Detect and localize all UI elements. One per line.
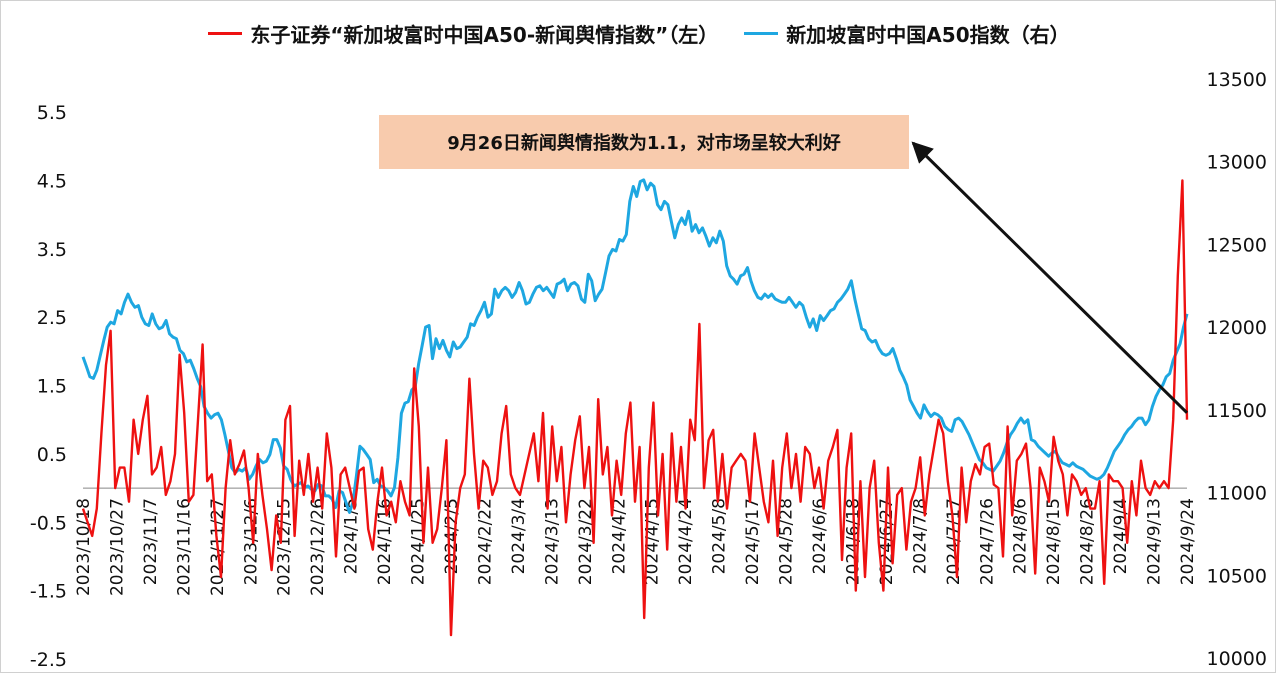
x-tick-label: 2024/9/24: [1178, 498, 1198, 585]
y-right-tick-label: 11000: [1207, 483, 1267, 505]
legend-swatch-index: [744, 32, 779, 35]
y-right-tick-label: 12500: [1207, 234, 1267, 256]
x-tick-label: 2024/7/26: [977, 498, 997, 585]
x-tick-label: 2023/12/6: [241, 498, 261, 585]
x-tick-label: 2024/3/13: [542, 498, 562, 585]
x-tick-label: 2023/10/27: [107, 498, 127, 596]
y-right-tick-label: 13500: [1207, 69, 1267, 91]
legend-swatch-sentiment: [208, 32, 243, 35]
y-left-tick-label: 0.5: [37, 444, 67, 466]
x-tick-label: 2024/8/26: [1078, 498, 1098, 585]
x-tick-label: 2024/2/5: [442, 498, 462, 574]
x-tick-label: 2024/5/17: [743, 498, 763, 585]
x-tick-label: 2024/2/22: [475, 498, 495, 585]
x-tick-label: 2024/8/15: [1044, 498, 1064, 585]
y-axis-right: 10000 10500 11000 11500 12000 12500 13000 13500: [1207, 69, 1267, 670]
y-right-tick-label: 10000: [1207, 648, 1267, 670]
legend-item-index: 新加坡富时中国A50指数（右）: [744, 19, 1070, 48]
x-tick-label: 2024/3/4: [509, 498, 529, 574]
series-line-index: [81, 178, 1189, 514]
x-tick-label: 2023/12/26: [308, 498, 328, 596]
x-tick-label: 2023/10/18: [74, 498, 94, 596]
y-left-tick-label: -1.5: [30, 581, 67, 603]
x-tick-label: 2024/1/5: [342, 498, 362, 574]
x-tick-label: 2023/12/15: [275, 498, 295, 596]
y-left-tick-label: 2.5: [37, 307, 67, 329]
y-left-tick-label: 3.5: [37, 239, 67, 261]
x-tick-label: 2024/5/28: [777, 498, 797, 585]
y-right-tick-label: 13000: [1207, 152, 1267, 174]
x-tick-label: 2024/3/22: [576, 498, 596, 585]
x-tick-label: 2024/1/16: [375, 498, 395, 585]
x-tick-label: 2024/7/8: [910, 498, 930, 574]
annotation-arrow-layer: [911, 141, 1189, 414]
x-tick-label: 2024/9/13: [1145, 498, 1165, 585]
legend-item-sentiment: 东子证券“新加坡富时中国A50-新闻舆情指数”（左）: [208, 19, 718, 48]
x-tick-label: 2024/8/6: [1011, 498, 1031, 574]
series-line-sentiment: [81, 179, 1189, 637]
series-lines: [81, 178, 1189, 637]
y-axis-left: -2.5 -1.5 -0.5 0.5 1.5 2.5 3.5 4.5 5.5: [30, 102, 67, 671]
x-tick-label: 2024/4/24: [676, 498, 696, 585]
annotation-callout: 9月26日新闻舆情指数为1.1，对市场呈较大利好: [379, 115, 909, 169]
y-left-tick-label: 4.5: [37, 170, 67, 192]
legend-label-index: 新加坡富时中国A50指数（右）: [786, 23, 1070, 47]
y-left-tick-label: -2.5: [30, 649, 67, 671]
x-tick-label: 2024/5/8: [710, 498, 730, 574]
x-tick-label: 2024/4/2: [609, 498, 629, 574]
x-tick-label: 2023/11/7: [141, 498, 161, 585]
annotation-arrow: [911, 141, 1189, 414]
y-right-tick-label: 11500: [1207, 400, 1267, 422]
x-tick-label: 2024/6/6: [810, 498, 830, 574]
x-tick-label: 2023/11/16: [174, 498, 194, 596]
x-axis: 2023/10/18 2023/10/27 2023/11/7 2023/11/16 2…: [74, 487, 1198, 596]
y-right-tick-label: 10500: [1207, 565, 1267, 587]
y-left-tick-label: 1.5: [37, 376, 67, 398]
y-right-tick-label: 12000: [1207, 317, 1267, 339]
y-left-tick-label: -0.5: [30, 512, 67, 534]
legend: 东子证券“新加坡富时中国A50-新闻舆情指数”（左） 新加坡富时中国A50指数（…: [1, 19, 1276, 48]
legend-label-sentiment: 东子证券“新加坡富时中国A50-新闻舆情指数”（左）: [250, 23, 719, 47]
y-left-tick-label: 5.5: [37, 102, 67, 124]
